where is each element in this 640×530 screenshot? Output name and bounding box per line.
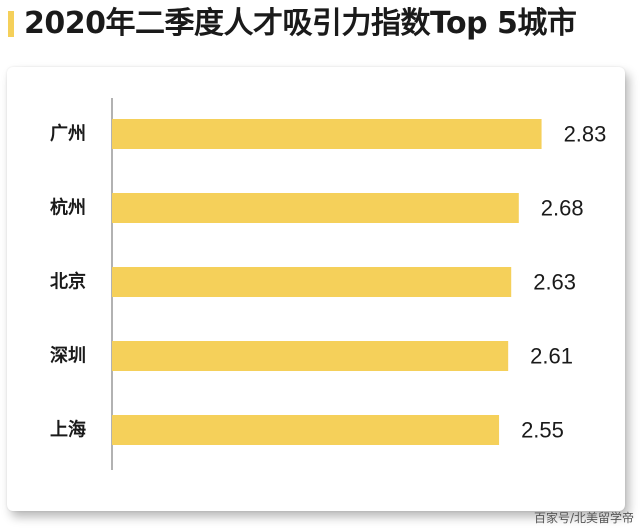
watermark-text: 百家号/北美留学帝: [533, 511, 634, 525]
data-label: 2.63: [533, 270, 576, 295]
category-label: 广州: [50, 123, 86, 145]
chart-title: 2020年二季度人才吸引力指数Top 5城市: [24, 6, 577, 41]
title-accent-bar: [8, 11, 14, 37]
data-label: 2.61: [530, 344, 573, 369]
category-label: 上海: [50, 419, 86, 441]
bar: [112, 341, 509, 371]
category-label: 深圳: [50, 345, 86, 367]
bar: [112, 193, 519, 223]
bar: [112, 267, 512, 297]
category-label: 北京: [50, 271, 86, 293]
bar: [112, 119, 542, 149]
category-label: 杭州: [50, 197, 86, 219]
data-label: 2.83: [564, 122, 607, 147]
data-label: 2.55: [521, 418, 564, 443]
bar: [112, 415, 500, 445]
data-label: 2.68: [541, 196, 584, 221]
